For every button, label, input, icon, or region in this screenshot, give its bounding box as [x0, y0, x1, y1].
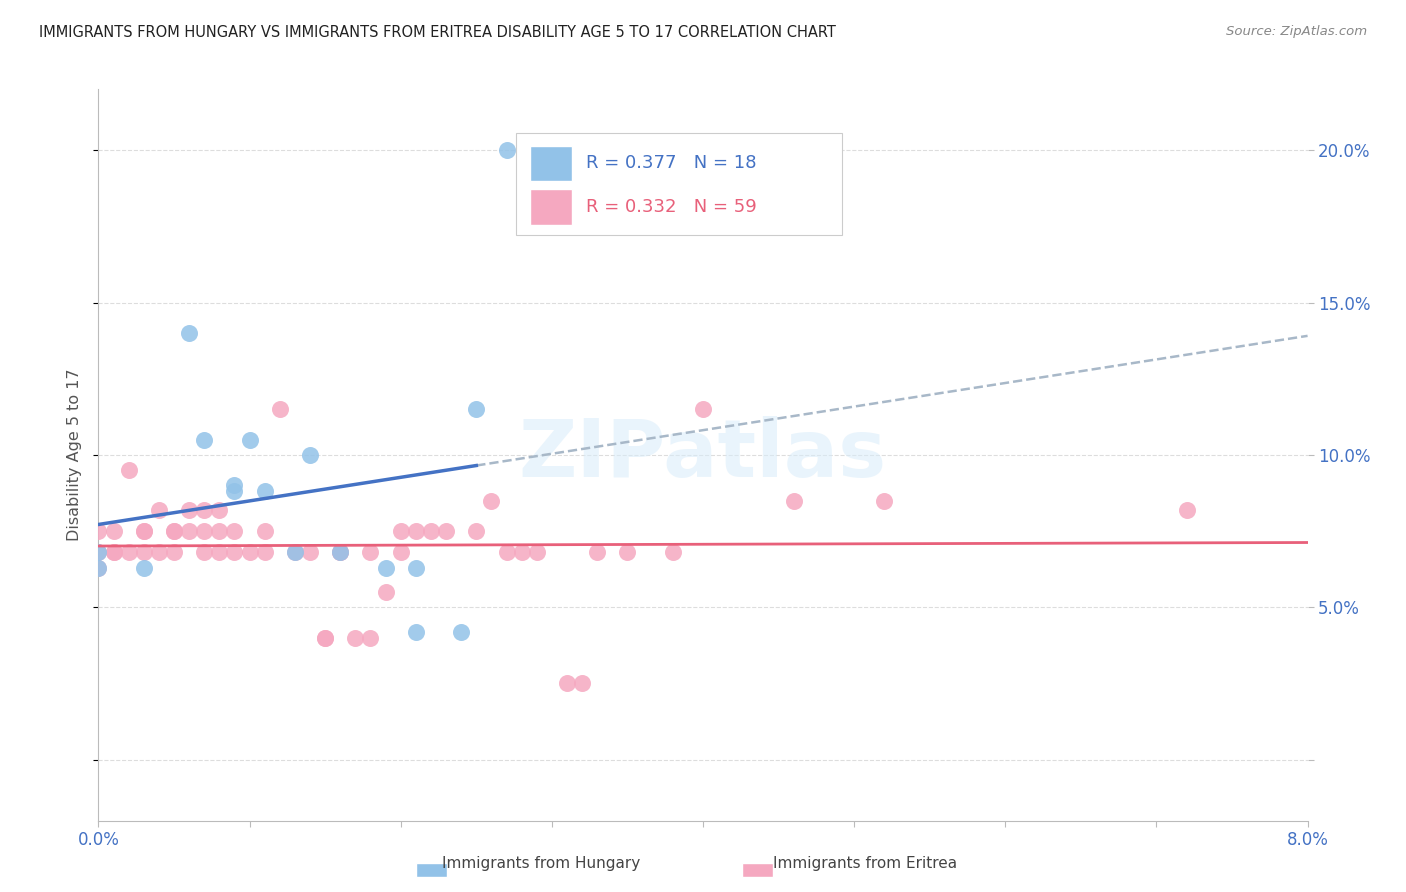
Point: [329, 545, 352, 559]
Text: Source: ZipAtlas.com: Source: ZipAtlas.com: [1226, 25, 1367, 38]
Point: [374, 585, 396, 599]
Point: [253, 484, 276, 499]
Point: [360, 545, 382, 559]
Point: [224, 524, 246, 538]
Point: [555, 676, 578, 690]
Point: [405, 624, 427, 639]
Point: [389, 545, 412, 559]
Point: [465, 524, 488, 538]
Point: [193, 524, 215, 538]
Point: [87, 524, 110, 538]
Point: [450, 624, 472, 639]
Point: [253, 545, 276, 559]
Text: R = 0.332   N = 59: R = 0.332 N = 59: [586, 198, 756, 216]
Point: [103, 545, 125, 559]
Point: [163, 524, 186, 538]
Point: [253, 524, 276, 538]
Point: [179, 502, 201, 516]
Point: [239, 545, 262, 559]
FancyBboxPatch shape: [516, 133, 842, 235]
Point: [495, 143, 517, 157]
Point: [405, 560, 427, 574]
Point: [132, 545, 155, 559]
Point: [374, 560, 396, 574]
Point: [208, 524, 231, 538]
Point: [224, 545, 246, 559]
Text: Immigrants from Hungary: Immigrants from Hungary: [441, 856, 641, 871]
Point: [510, 545, 533, 559]
Point: [179, 326, 201, 340]
Point: [389, 524, 412, 538]
Text: Immigrants from Eritrea: Immigrants from Eritrea: [773, 856, 956, 871]
Point: [465, 402, 488, 417]
Point: [103, 524, 125, 538]
Point: [314, 631, 336, 645]
Bar: [530, 145, 572, 180]
Point: [420, 524, 443, 538]
Point: [179, 524, 201, 538]
Y-axis label: Disability Age 5 to 17: Disability Age 5 to 17: [67, 368, 83, 541]
Point: [571, 676, 593, 690]
Text: R = 0.377   N = 18: R = 0.377 N = 18: [586, 154, 756, 172]
Point: [616, 545, 638, 559]
Point: [239, 433, 262, 447]
Point: [299, 448, 322, 462]
Point: [148, 502, 170, 516]
Point: [103, 545, 125, 559]
Point: [224, 484, 246, 499]
Point: [360, 631, 382, 645]
Point: [405, 524, 427, 538]
Point: [344, 631, 367, 645]
Point: [87, 560, 110, 574]
Point: [314, 631, 336, 645]
Point: [163, 524, 186, 538]
Point: [661, 545, 683, 559]
Point: [783, 493, 806, 508]
Point: [434, 524, 457, 538]
Point: [193, 502, 215, 516]
Point: [269, 402, 291, 417]
Point: [148, 545, 170, 559]
Point: [284, 545, 307, 559]
Point: [87, 545, 110, 559]
Text: IMMIGRANTS FROM HUNGARY VS IMMIGRANTS FROM ERITREA DISABILITY AGE 5 TO 17 CORREL: IMMIGRANTS FROM HUNGARY VS IMMIGRANTS FR…: [39, 25, 837, 40]
Point: [132, 524, 155, 538]
Point: [193, 545, 215, 559]
Point: [1175, 502, 1198, 516]
Point: [692, 402, 714, 417]
Point: [208, 502, 231, 516]
Text: ZIPatlas: ZIPatlas: [519, 416, 887, 494]
Point: [224, 478, 246, 492]
Bar: [530, 189, 572, 225]
Point: [87, 560, 110, 574]
Point: [208, 545, 231, 559]
Point: [193, 433, 215, 447]
Point: [526, 545, 548, 559]
Point: [118, 545, 141, 559]
Point: [495, 545, 517, 559]
Point: [87, 545, 110, 559]
Point: [481, 493, 503, 508]
Point: [132, 524, 155, 538]
Point: [163, 545, 186, 559]
Point: [299, 545, 322, 559]
Point: [586, 545, 609, 559]
Point: [118, 463, 141, 477]
Point: [284, 545, 307, 559]
Point: [132, 560, 155, 574]
Point: [873, 493, 896, 508]
Point: [329, 545, 352, 559]
Point: [329, 545, 352, 559]
